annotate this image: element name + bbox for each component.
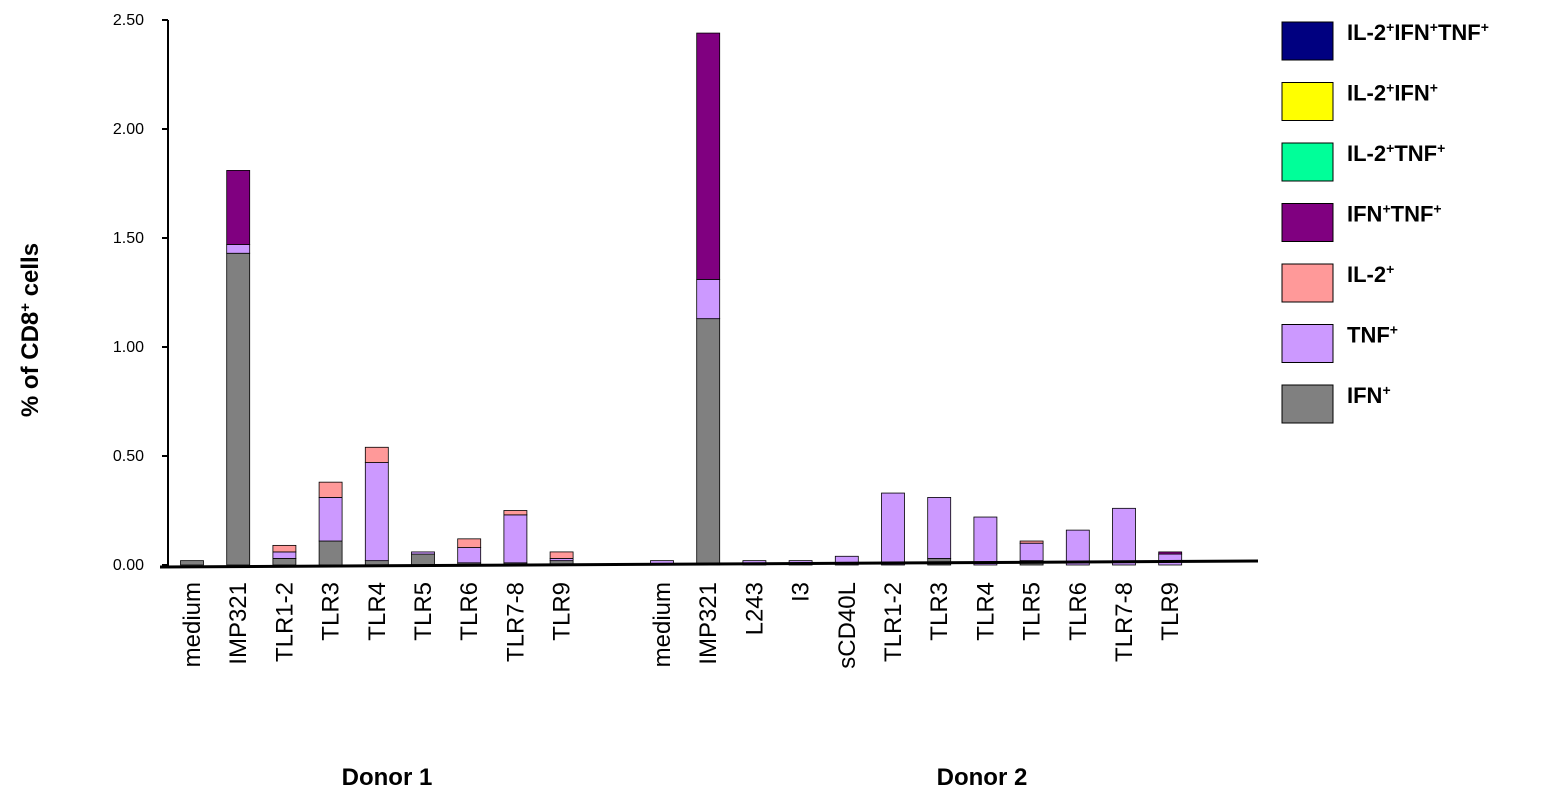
x-tick-label: I3 bbox=[788, 582, 815, 602]
bar-segment bbox=[272, 551, 297, 559]
bar-segment bbox=[180, 560, 204, 566]
legend-item: TNF+ bbox=[1281, 322, 1398, 363]
bar-segment bbox=[318, 540, 343, 566]
bar-segment bbox=[457, 538, 482, 548]
legend-item: IL-2+ bbox=[1281, 261, 1394, 303]
group-label: Donor 1 bbox=[342, 764, 433, 788]
legend-item: IFN+ bbox=[1281, 382, 1391, 424]
bar-segment bbox=[696, 318, 721, 566]
bar-segment bbox=[881, 492, 905, 566]
x-tick-label: IMP321 bbox=[225, 582, 252, 665]
x-tick-label: TLR5 bbox=[410, 582, 437, 641]
bar-segment bbox=[973, 516, 998, 566]
legend-swatch bbox=[1281, 142, 1334, 182]
x-tick-label: sCD40L bbox=[834, 582, 861, 669]
bar-segment bbox=[272, 558, 297, 566]
y-axis: 0.00 0.50 1.00 1.50 2.00 2.50 bbox=[113, 12, 169, 574]
bar-segment bbox=[226, 170, 251, 245]
legend-swatch bbox=[1281, 82, 1334, 121]
bars bbox=[180, 32, 1183, 566]
bar-segment bbox=[1019, 540, 1044, 544]
x-tick-label: IMP321 bbox=[695, 582, 722, 665]
bar-segment bbox=[411, 551, 435, 555]
y-tick-label: 2.50 bbox=[113, 12, 144, 29]
legend-swatch bbox=[1281, 21, 1334, 61]
legend-label: IL-2+TNF+ bbox=[1347, 140, 1445, 166]
legend-label: IFN+TNF+ bbox=[1347, 201, 1442, 227]
bar-segment bbox=[364, 446, 389, 463]
bar-segment bbox=[226, 244, 251, 254]
x-tick-label: TLR5 bbox=[1019, 582, 1046, 641]
x-axis bbox=[159, 559, 1259, 569]
x-tick-label: TLR9 bbox=[1157, 582, 1184, 641]
bar-segment bbox=[696, 32, 721, 280]
bar-segment bbox=[503, 514, 528, 564]
bar-segment bbox=[834, 555, 859, 566]
bar-segment bbox=[549, 551, 574, 559]
legend-item: IL-2+IFN+TNF+ bbox=[1281, 19, 1489, 61]
legend-label: IL-2+ bbox=[1347, 261, 1394, 287]
x-tick-label: TLR7-8 bbox=[1111, 582, 1138, 662]
x-tick-label: TLR1-2 bbox=[271, 582, 298, 662]
y-tick-label: 0.50 bbox=[113, 448, 144, 465]
x-tick-label: TLR4 bbox=[364, 582, 391, 641]
legend-label: TNF+ bbox=[1347, 322, 1398, 348]
x-axis-line bbox=[159, 559, 1259, 569]
legend-item: IL-2+TNF+ bbox=[1281, 140, 1445, 182]
x-tick-label: L243 bbox=[741, 582, 768, 635]
y-tick-label: 2.00 bbox=[113, 121, 144, 138]
x-tick-label: TLR4 bbox=[972, 582, 999, 641]
bar-segment bbox=[1158, 553, 1183, 566]
x-tick-label: TLR3 bbox=[926, 582, 953, 641]
legend-item: IL-2+IFN+ bbox=[1281, 80, 1438, 121]
legend-label: IL-2+IFN+ bbox=[1347, 80, 1438, 106]
bar-segment bbox=[503, 510, 528, 516]
bar-segment bbox=[696, 279, 721, 320]
x-tick-label: medium bbox=[179, 582, 206, 667]
legend-item: IFN+TNF+ bbox=[1281, 201, 1442, 242]
x-tick-label: TLR9 bbox=[549, 582, 576, 641]
bar-segment bbox=[226, 252, 251, 566]
x-tick-label: medium bbox=[649, 582, 676, 667]
bar-segment bbox=[927, 497, 952, 559]
legend-swatch bbox=[1281, 324, 1334, 363]
group-labels: Donor 1 Donor 2 bbox=[342, 764, 1028, 788]
y-tick-label: 1.50 bbox=[113, 230, 144, 247]
bar-segment bbox=[411, 553, 435, 566]
x-tick-label: TLR6 bbox=[456, 582, 483, 641]
x-category-labels: medium IMP321 TLR1-2 TLR3 TLR4 TLR5 TLR6 TLR7-8… bbox=[179, 582, 1184, 669]
bar-segment bbox=[364, 462, 389, 562]
legend-label: IFN+ bbox=[1347, 382, 1391, 408]
bar-segment bbox=[1019, 542, 1044, 562]
bar-segment bbox=[1112, 507, 1136, 566]
bar-segment bbox=[1158, 551, 1183, 555]
x-tick-label: TLR3 bbox=[318, 582, 345, 641]
x-tick-label: TLR7-8 bbox=[502, 582, 529, 662]
y-tick-label: 1.00 bbox=[113, 339, 144, 356]
bar-segment bbox=[318, 481, 343, 498]
bar-segment bbox=[318, 497, 343, 542]
y-tick-label: 0.00 bbox=[113, 557, 144, 574]
group-label: Donor 2 bbox=[937, 764, 1028, 788]
bar-segment bbox=[457, 547, 482, 564]
legend-swatch bbox=[1281, 263, 1334, 303]
x-tick-label: TLR6 bbox=[1065, 582, 1092, 641]
legend-label: IL-2+IFN+TNF+ bbox=[1347, 19, 1489, 45]
y-axis-title: % of CD8+ cells bbox=[17, 243, 45, 417]
legend: IL-2+IFN+TNF+IL-2+IFN+IL-2+TNF+IFN+TNF+I… bbox=[1281, 19, 1489, 424]
bar-segment bbox=[272, 544, 297, 553]
x-tick-label: TLR1-2 bbox=[880, 582, 907, 662]
legend-swatch bbox=[1281, 203, 1334, 242]
bar-segment bbox=[1065, 529, 1090, 566]
legend-swatch bbox=[1281, 384, 1334, 424]
